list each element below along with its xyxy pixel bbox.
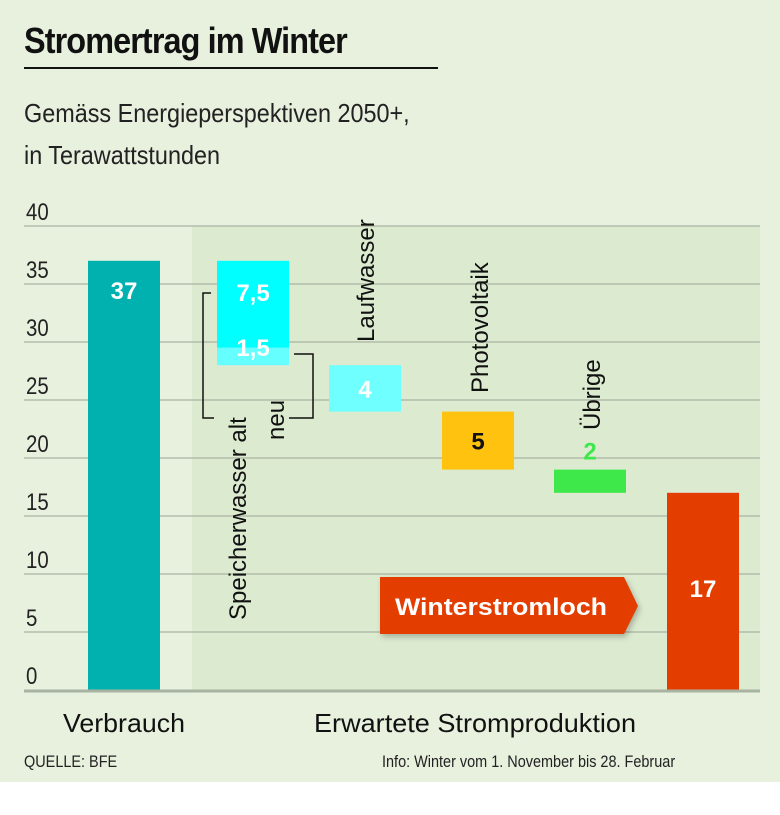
group-label-produktion: Erwartete Stromproduktion [314,708,636,738]
bar-verbrauch [88,260,160,690]
value-label: 5 [471,429,484,456]
title-underline [24,67,438,69]
y-tick-label: 5 [26,604,37,631]
label-neu: neu [263,400,290,440]
value-label: 2 [583,439,596,466]
waterfall-chart: 0 5 10 15 20 25 30 35 40 37 7,5 1,5 4 5 2 17 Speicherwas… [24,198,760,738]
bracket-neu [289,353,314,419]
y-tick-label: 10 [26,546,49,573]
y-tick-label: 30 [26,314,49,341]
callout-arrow [380,577,638,634]
y-tick-label: 40 [26,198,49,225]
bar-übrige [554,469,626,493]
y-tick-label: 20 [26,430,49,457]
value-label: 4 [358,376,372,403]
source-note: QUELLE: BFE [24,752,118,771]
label-uebrige: Übrige [579,359,606,430]
bar-photovoltaik [442,411,514,470]
y-tick-label: 25 [26,372,49,399]
value-label: 7,5 [236,280,269,307]
value-label: 1,5 [236,335,269,362]
bar-speicherwasser-neu [217,347,289,366]
value-label: 37 [111,278,138,305]
bar-winterstromloch [667,492,739,690]
label-laufwasser: Laufwasser [353,219,380,342]
bracket-alt [202,292,214,419]
subtitle-line-2: in Terawattstunden [24,140,221,170]
y-tick-label: 0 [26,662,37,689]
info-note: Info: Winter vom 1. November bis 28. Feb… [382,752,676,771]
chart-subtitle: Gemäss Energieperspektiven 2050+, in Ter… [24,92,528,176]
label-speicherwasser-alt: Speicherwasser alt [225,417,252,620]
y-tick-label: 35 [26,256,49,283]
bar-laufwasser [329,365,401,412]
subtitle-line-1: Gemäss Energieperspektiven 2050+, [24,98,410,128]
value-label: 17 [690,576,717,603]
label-photovoltaik: Photovoltaik [467,261,494,393]
chart-title: Stromertrag im Winter [24,20,348,61]
callout-label: Winterstromloch [395,594,607,621]
y-tick-label: 15 [26,488,49,515]
chart-background: Stromertrag im Winter Gemäss Energiepers… [0,0,780,782]
bar-speicherwasser-alt [217,260,289,348]
group-label-verbrauch: Verbrauch [63,708,185,738]
